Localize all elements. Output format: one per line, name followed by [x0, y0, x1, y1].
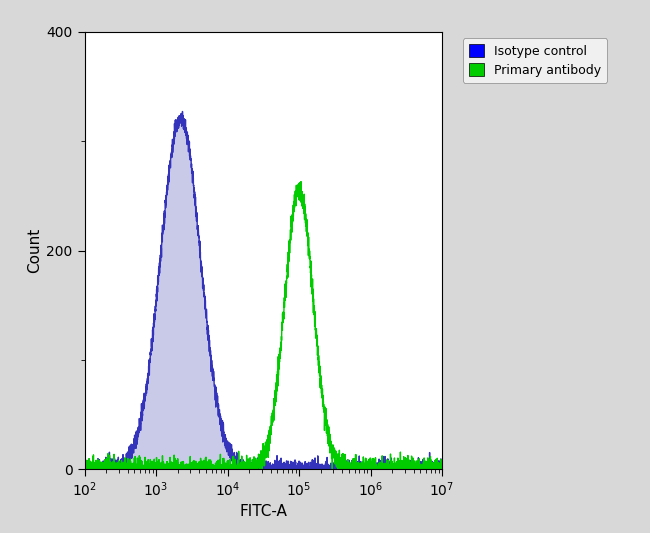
Y-axis label: Count: Count	[27, 228, 42, 273]
Legend: Isotype control, Primary antibody: Isotype control, Primary antibody	[463, 38, 607, 83]
X-axis label: FITC-A: FITC-A	[239, 504, 287, 519]
